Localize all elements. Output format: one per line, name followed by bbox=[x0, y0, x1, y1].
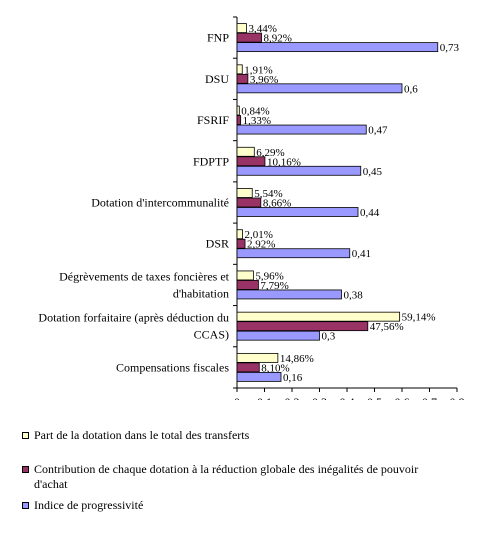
bar bbox=[236, 64, 243, 75]
data-label: 8,10% bbox=[261, 362, 289, 374]
bar bbox=[236, 238, 246, 249]
x-tick-label: 0,3 bbox=[312, 395, 327, 400]
legend-swatch bbox=[22, 502, 29, 509]
data-label: 0,6 bbox=[404, 83, 418, 95]
bar bbox=[236, 73, 249, 84]
data-label: 14,86% bbox=[280, 353, 314, 365]
category-label: Compensations fiscales bbox=[116, 360, 229, 374]
bar bbox=[236, 371, 282, 382]
data-label: 0,41 bbox=[352, 248, 371, 260]
bar bbox=[236, 248, 351, 259]
data-label: 2,92% bbox=[247, 239, 275, 251]
data-label: 47,56% bbox=[370, 321, 404, 333]
bar bbox=[236, 42, 439, 53]
legend-label: Indice de progressivité bbox=[34, 498, 144, 512]
x-tick-label: 0,2 bbox=[285, 395, 300, 400]
bar bbox=[236, 188, 253, 198]
bar bbox=[236, 362, 260, 373]
data-label: 0,47 bbox=[368, 125, 388, 137]
x-tick-label: 0,8 bbox=[450, 395, 465, 400]
bar bbox=[236, 321, 369, 332]
legend-label: Contribution de chaque dotation à la réd… bbox=[34, 462, 419, 491]
bar bbox=[236, 23, 247, 34]
data-label: 0,44 bbox=[360, 207, 380, 219]
bar bbox=[236, 165, 362, 176]
data-label: 1,91% bbox=[244, 64, 272, 76]
x-tick-label: 0,5 bbox=[367, 395, 382, 400]
data-label: 10,16% bbox=[267, 156, 301, 168]
category-label: FNP bbox=[207, 31, 229, 45]
data-label: 7,79% bbox=[260, 280, 288, 292]
data-label: 0,45 bbox=[363, 166, 383, 178]
category-label: Dotation d'intercommunalité bbox=[91, 196, 229, 210]
data-label: 0,38 bbox=[344, 289, 364, 301]
bar bbox=[236, 330, 320, 341]
x-tick-label: 0,7 bbox=[422, 395, 437, 400]
data-label: 2,01% bbox=[245, 229, 273, 241]
x-tick-label: 0 bbox=[234, 395, 240, 400]
category-label: DSU bbox=[205, 72, 229, 86]
data-label: 3,44% bbox=[248, 23, 276, 35]
bar bbox=[236, 352, 279, 363]
data-label: 8,66% bbox=[263, 198, 291, 210]
bar bbox=[236, 156, 266, 167]
data-label: 8,92% bbox=[264, 33, 292, 45]
category-label: Dégrèvements de taxes foncières et bbox=[59, 269, 230, 283]
bar bbox=[236, 289, 342, 300]
bar bbox=[236, 229, 243, 240]
bar bbox=[236, 83, 403, 94]
bar bbox=[236, 270, 254, 281]
data-label: 5,54% bbox=[254, 188, 282, 200]
bar bbox=[236, 146, 255, 157]
category-label: CCAS) bbox=[194, 328, 229, 342]
legend-label: Part de la dotation dans le total des tr… bbox=[34, 428, 250, 442]
bar bbox=[236, 32, 262, 43]
category-label: d'habitation bbox=[173, 286, 229, 300]
data-label: 6,29% bbox=[256, 147, 284, 159]
data-label: 0,3 bbox=[322, 331, 336, 343]
category-label: FSRIF bbox=[197, 113, 229, 127]
legend-swatch bbox=[22, 466, 29, 473]
category-label: FDPTP bbox=[193, 154, 229, 168]
x-tick-label: 0,4 bbox=[340, 395, 355, 400]
category-label: DSR bbox=[206, 237, 229, 251]
legend-swatch bbox=[22, 432, 29, 439]
bar bbox=[236, 207, 359, 217]
bar bbox=[236, 115, 242, 125]
bar bbox=[236, 280, 259, 290]
data-label: 3,96% bbox=[250, 74, 278, 86]
data-label: 59,14% bbox=[402, 312, 436, 324]
bar bbox=[236, 197, 262, 208]
data-label: 5,96% bbox=[255, 270, 283, 282]
bar bbox=[236, 311, 401, 322]
bar bbox=[236, 124, 367, 135]
data-label: 0,73 bbox=[440, 42, 460, 54]
x-tick-label: 0,1 bbox=[257, 395, 272, 400]
data-label: 0,84% bbox=[241, 106, 269, 118]
data-label: 1,33% bbox=[243, 115, 271, 127]
bar bbox=[236, 105, 240, 116]
data-label: 0,16 bbox=[283, 372, 303, 384]
bar-chart: 0 0,1 0,2 0,3 0,4 0,5 0,6 0,7 0,8 FNP 3,44%8,92% 0,… bbox=[38, 16, 465, 400]
x-tick-label: 0,6 bbox=[395, 395, 410, 400]
category-label: Dotation forfaitaire (après déduction du bbox=[38, 311, 229, 325]
